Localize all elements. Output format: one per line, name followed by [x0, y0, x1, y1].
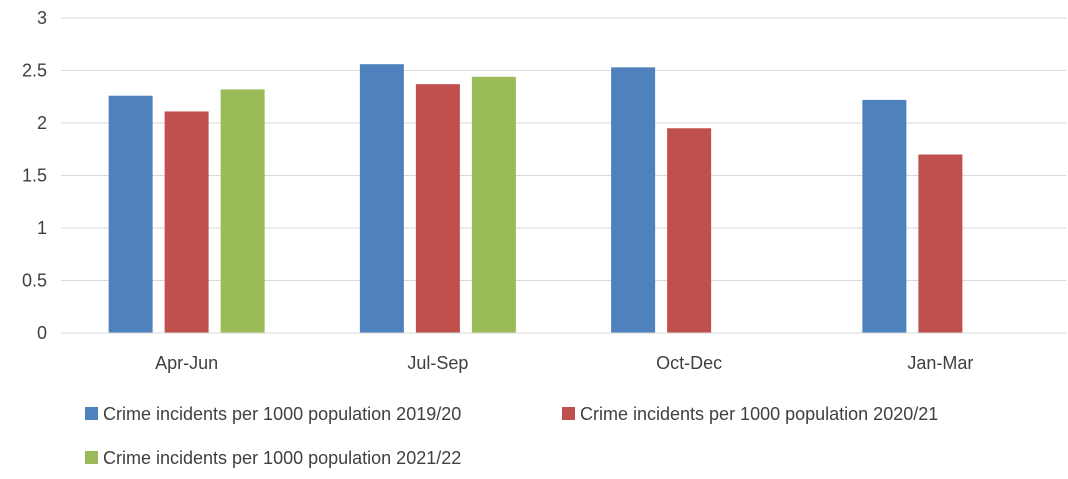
legend: Crime incidents per 1000 population 2019… — [85, 404, 938, 468]
legend-swatch — [562, 407, 575, 420]
x-axis-labels: Apr-Jun Jul-Sep Oct-Dec Jan-Mar — [155, 353, 973, 373]
bar-apr-jun-series-3 — [220, 89, 265, 334]
x-category-label: Jan-Mar — [907, 353, 973, 373]
bar-apr-jun-series-2 — [164, 111, 209, 333]
x-category-label: Apr-Jun — [155, 353, 218, 373]
legend-label: Crime incidents per 1000 population 2021… — [103, 448, 461, 468]
x-category-label: Jul-Sep — [407, 353, 468, 373]
bar-jul-sep-series-2 — [415, 84, 460, 334]
y-axis-ticks: 0 0.5 1 1.5 2 2.5 3 — [22, 8, 47, 343]
bar-jan-mar-series-1 — [862, 99, 907, 334]
legend-label: Crime incidents per 1000 population 2019… — [103, 404, 461, 424]
legend-swatch — [85, 407, 98, 420]
gridlines — [61, 17, 1066, 281]
y-tick-label: 1 — [37, 218, 47, 238]
y-tick-label: 2 — [37, 113, 47, 133]
y-tick-label: 2.5 — [22, 61, 47, 81]
bar-apr-jun-series-1 — [108, 95, 153, 333]
legend-label: Crime incidents per 1000 population 2020… — [580, 404, 938, 424]
bar-jan-mar-series-2 — [918, 154, 963, 333]
y-tick-label: 3 — [37, 8, 47, 28]
y-tick-label: 0.5 — [22, 271, 47, 291]
x-category-label: Oct-Dec — [656, 353, 722, 373]
bars — [108, 64, 963, 334]
bar-oct-dec-series-2 — [667, 128, 712, 333]
y-tick-label: 0 — [37, 323, 47, 343]
y-tick-label: 1.5 — [22, 166, 47, 186]
legend-swatch — [85, 451, 98, 464]
bar-oct-dec-series-1 — [611, 67, 656, 333]
bar-jul-sep-series-3 — [471, 76, 516, 334]
bar-jul-sep-series-1 — [359, 64, 404, 333]
